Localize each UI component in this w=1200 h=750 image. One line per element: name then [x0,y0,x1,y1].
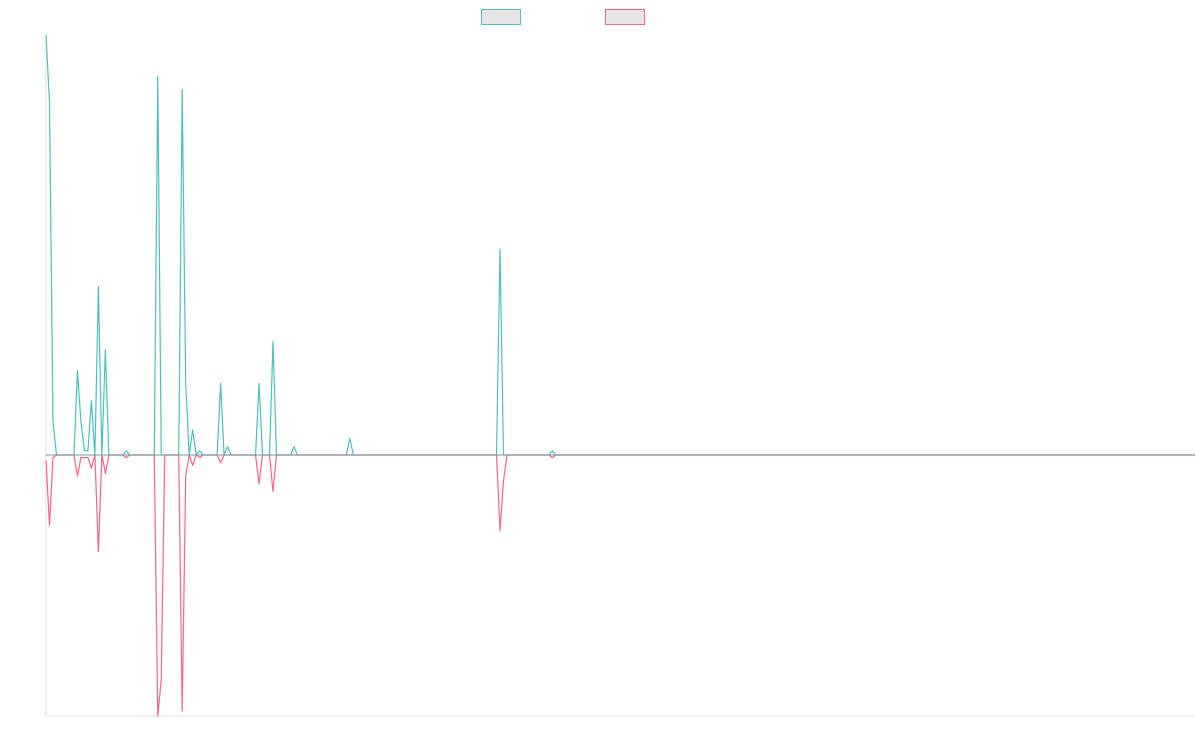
legend-swatch-series-0[interactable] [481,9,521,25]
legend [0,9,1200,27]
series-line-0 [45,34,1195,456]
series-line-1 [45,454,1195,717]
legend-swatch-series-1[interactable] [605,9,645,25]
